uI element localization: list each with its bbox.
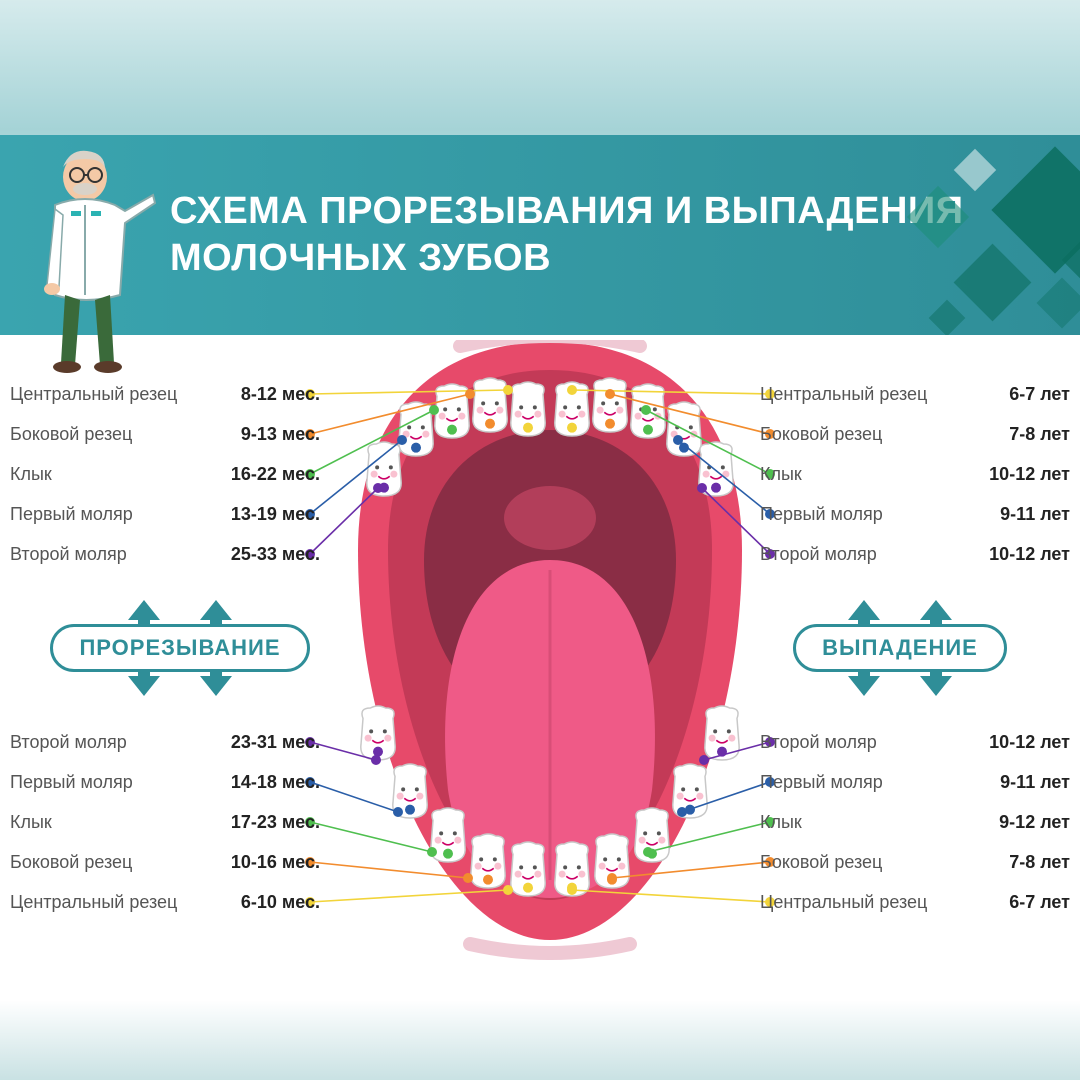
tooth-value: 14-18 мес. [231, 772, 320, 793]
tooth-label: Второй моляр [760, 544, 877, 565]
tooth-label: Центральный резец [760, 384, 927, 405]
footer-gradient [0, 1000, 1080, 1080]
tooth-value: 6-7 лет [1009, 892, 1070, 913]
tooth-value: 25-33 мес. [231, 544, 320, 565]
tooth-value: 8-12 мес. [241, 384, 320, 405]
loss-badge-group: ВЫПАДЕНИЕ [750, 600, 1050, 696]
mouth-diagram [340, 340, 760, 960]
tooth-row: Второй моляр 10-12 лет [760, 722, 1070, 762]
tooth-label: Первый моляр [760, 772, 883, 793]
tooth-row: Клык 17-23 мес. [10, 802, 320, 842]
tooth-row: Центральный резец 6-10 мес. [10, 882, 320, 922]
loss-lower-list: Второй моляр 10-12 лет Первый моляр 9-11 ле… [760, 722, 1070, 922]
tooth-row: Центральный резец 8-12 мес. [10, 374, 320, 414]
tooth-label: Боковой резец [760, 852, 882, 873]
tooth-value: 6-10 мес. [241, 892, 320, 913]
tooth-value: 23-31 мес. [231, 732, 320, 753]
page: СХЕМА ПРОРЕЗЫВАНИЯ И ВЫПАДЕНИЯ МОЛОЧНЫХ … [0, 0, 1080, 1080]
tooth-value: 9-11 лет [1000, 772, 1070, 793]
tooth-label: Боковой резец [10, 852, 132, 873]
tooth-row: Первый моляр 14-18 мес. [10, 762, 320, 802]
tooth-label: Боковой резец [10, 424, 132, 445]
tooth-value: 9-12 лет [999, 812, 1070, 833]
tooth-label: Клык [10, 812, 52, 833]
tooth-value: 9-13 мес. [241, 424, 320, 445]
tooth-value: 7-8 лет [1009, 852, 1070, 873]
tooth-value: 16-22 мес. [231, 464, 320, 485]
tooth-label: Второй моляр [10, 732, 127, 753]
tooth-label: Центральный резец [760, 892, 927, 913]
tooth-label: Второй моляр [760, 732, 877, 753]
tooth-value: 6-7 лет [1009, 384, 1070, 405]
tooth-row: Первый моляр 13-19 мес. [10, 494, 320, 534]
tooth-row: Клык 9-12 лет [760, 802, 1070, 842]
tooth-label: Первый моляр [10, 504, 133, 525]
tooth-row: Клык 10-12 лет [760, 454, 1070, 494]
tooth-row: Боковой резец 7-8 лет [760, 414, 1070, 454]
tooth-row: Боковой резец 7-8 лет [760, 842, 1070, 882]
tooth-row: Боковой резец 10-16 мес. [10, 842, 320, 882]
tooth-row: Клык 16-22 мес. [10, 454, 320, 494]
tooth-value: 7-8 лет [1009, 424, 1070, 445]
tooth-label: Второй моляр [10, 544, 127, 565]
doctor-icon [25, 145, 160, 375]
eruption-upper-list: Центральный резец 8-12 мес. Боковой резец 9… [10, 374, 320, 574]
tooth-label: Клык [760, 464, 802, 485]
eruption-badge: ПРОРЕЗЫВАНИЕ [50, 624, 309, 672]
tooth-row: Центральный резец 6-7 лет [760, 374, 1070, 414]
tooth-value: 10-16 мес. [231, 852, 320, 873]
decorative-diamonds [840, 135, 1080, 335]
tooth-label: Центральный резец [10, 384, 177, 405]
tooth-label: Первый моляр [760, 504, 883, 525]
tooth-row: Первый моляр 9-11 лет [760, 494, 1070, 534]
tooth-value: 17-23 мес. [231, 812, 320, 833]
tooth-value: 10-12 лет [989, 732, 1070, 753]
tooth-row: Второй моляр 23-31 мес. [10, 722, 320, 762]
eruption-badge-group: ПРОРЕЗЫВАНИЕ [30, 600, 330, 696]
tooth-value: 10-12 лет [989, 544, 1070, 565]
content-area: Центральный резец 8-12 мес. Боковой резец 9… [10, 360, 1070, 1010]
tooth-row: Второй моляр 10-12 лет [760, 534, 1070, 574]
tooth-label: Клык [10, 464, 52, 485]
tooth-label: Центральный резец [10, 892, 177, 913]
tooth-value: 9-11 лет [1000, 504, 1070, 525]
tooth-value: 10-12 лет [989, 464, 1070, 485]
tooth-label: Клык [760, 812, 802, 833]
title-line-2: МОЛОЧНЫХ ЗУБОВ [170, 237, 551, 279]
tooth-row: Центральный резец 6-7 лет [760, 882, 1070, 922]
loss-upper-list: Центральный резец 6-7 лет Боковой резец 7-8… [760, 374, 1070, 574]
eruption-lower-list: Второй моляр 23-31 мес. Первый моляр 14-18 … [10, 722, 320, 922]
tooth-row: Первый моляр 9-11 лет [760, 762, 1070, 802]
tooth-label: Первый моляр [10, 772, 133, 793]
loss-badge: ВЫПАДЕНИЕ [793, 624, 1007, 672]
tooth-row: Боковой резец 9-13 мес. [10, 414, 320, 454]
tooth-label: Боковой резец [760, 424, 882, 445]
tooth-row: Второй моляр 25-33 мес. [10, 534, 320, 574]
tooth-value: 13-19 мес. [231, 504, 320, 525]
